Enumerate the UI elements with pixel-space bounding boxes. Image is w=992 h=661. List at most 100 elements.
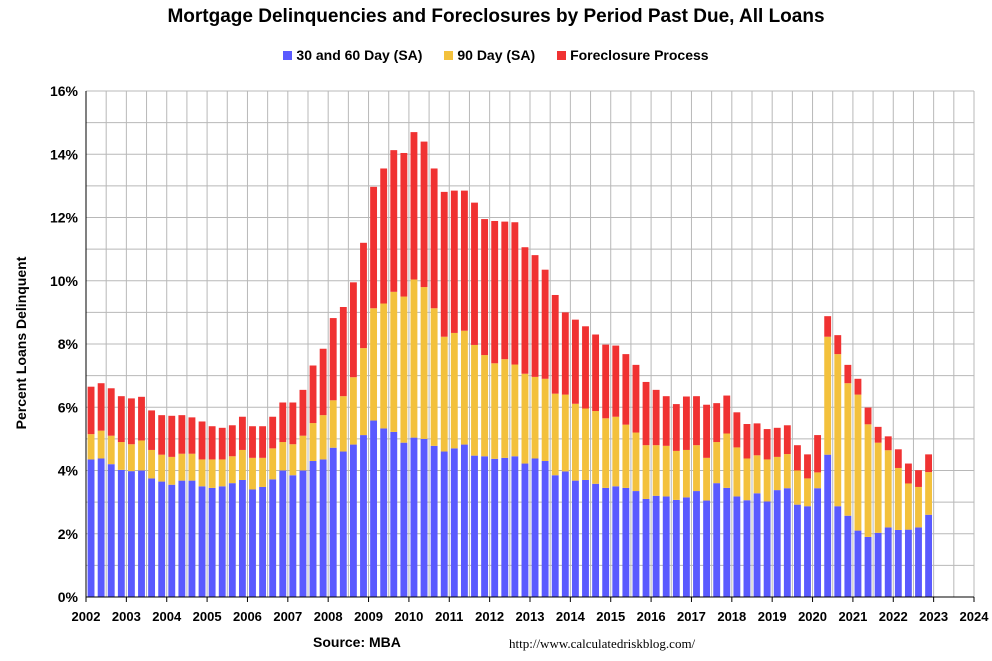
- bar-30-60-day: [531, 458, 539, 597]
- bar-90-day: [551, 393, 559, 476]
- bar-90-day: [844, 383, 852, 516]
- x-tick-label: 2005: [193, 609, 222, 624]
- bar-foreclosure: [450, 190, 458, 333]
- bar-foreclosure: [874, 426, 882, 443]
- bar-30-60-day: [894, 529, 902, 597]
- bar-foreclosure: [551, 294, 559, 394]
- bar-90-day: [925, 472, 933, 515]
- bar-30-60-day: [793, 504, 801, 597]
- bar-foreclosure: [733, 412, 741, 448]
- bar-foreclosure: [682, 396, 690, 450]
- x-tick-label: 2020: [798, 609, 827, 624]
- x-tick-label: 2014: [556, 609, 586, 624]
- bar-30-60-day: [541, 461, 549, 597]
- bar-30-60-day: [440, 451, 448, 597]
- bar-30-60-day: [854, 530, 862, 597]
- bar-foreclosure: [349, 282, 357, 378]
- bar-90-day: [511, 364, 519, 457]
- bar-90-day: [834, 354, 842, 507]
- bar-foreclosure: [289, 402, 297, 445]
- bar-30-60-day: [138, 470, 145, 597]
- y-tick-label: 0%: [58, 589, 79, 605]
- bar-30-60-day: [87, 459, 95, 597]
- bar-foreclosure: [773, 427, 781, 457]
- bar-90-day: [773, 456, 781, 491]
- x-tick-label: 2003: [112, 609, 141, 624]
- x-tick-label: 2017: [677, 609, 706, 624]
- bar-foreclosure: [87, 386, 95, 435]
- bar-90-day: [793, 470, 801, 505]
- bar-30-60-day: [713, 483, 721, 597]
- bar-90-day: [309, 423, 317, 462]
- bar-30-60-day: [925, 514, 933, 597]
- bar-90-day: [571, 403, 579, 481]
- bar-foreclosure: [319, 348, 327, 416]
- bar-foreclosure: [148, 410, 156, 450]
- bar-foreclosure: [894, 449, 902, 468]
- bar-30-60-day: [602, 487, 610, 597]
- bar-90-day: [289, 444, 297, 476]
- bar-foreclosure: [188, 417, 196, 454]
- bar-foreclosure: [904, 463, 912, 484]
- bar-30-60-day: [521, 463, 529, 597]
- bar-30-60-day: [703, 500, 711, 597]
- bar-90-day: [582, 408, 589, 480]
- bar-90-day: [138, 440, 145, 471]
- bar-foreclosure: [390, 150, 398, 292]
- y-tick-label: 12%: [50, 210, 79, 226]
- bar-foreclosure: [793, 445, 801, 471]
- bar-90-day: [329, 400, 337, 448]
- bar-90-day: [339, 396, 347, 452]
- bar-foreclosure: [97, 383, 105, 431]
- bar-foreclosure: [127, 398, 135, 445]
- bar-90-day: [652, 445, 660, 496]
- bar-90-day: [682, 449, 690, 498]
- bar-90-day: [390, 291, 398, 432]
- bar-foreclosure: [238, 416, 246, 450]
- bar-foreclosure: [339, 306, 347, 397]
- bar-90-day: [400, 296, 408, 443]
- bar-90-day: [319, 415, 327, 460]
- bar-30-60-day: [360, 435, 367, 597]
- bar-90-day: [188, 453, 196, 481]
- bar-30-60-day: [773, 490, 781, 597]
- bar-90-day: [410, 279, 418, 438]
- bar-90-day: [814, 472, 822, 489]
- bar-90-day: [269, 448, 277, 480]
- bar-foreclosure: [582, 326, 589, 409]
- bar-30-60-day: [319, 459, 327, 597]
- bar-90-day: [602, 418, 610, 488]
- bar-30-60-day: [884, 527, 892, 597]
- y-tick-label: 6%: [58, 399, 79, 415]
- bar-foreclosure: [622, 354, 630, 425]
- bar-30-60-day: [904, 529, 912, 597]
- bar-90-day: [87, 434, 95, 460]
- bar-90-day: [117, 442, 125, 470]
- bar-90-day: [753, 455, 761, 494]
- y-tick-label: 14%: [50, 146, 79, 162]
- bar-30-60-day: [783, 488, 791, 597]
- bar-90-day: [380, 303, 388, 429]
- bar-foreclosure: [834, 335, 842, 355]
- bar-foreclosure: [158, 415, 166, 455]
- x-tick-label: 2010: [394, 609, 423, 624]
- bar-90-day: [127, 444, 135, 472]
- x-tick-label: 2021: [838, 609, 867, 624]
- bar-foreclosure: [703, 404, 711, 458]
- bar-90-day: [854, 394, 862, 531]
- x-tick-label: 2004: [152, 609, 182, 624]
- bar-foreclosure: [612, 345, 620, 417]
- x-tick-label: 2023: [919, 609, 948, 624]
- bar-30-60-day: [198, 486, 206, 597]
- x-tick-label: 2022: [879, 609, 908, 624]
- legend-swatch-30-60-day: [283, 51, 293, 60]
- bar-30-60-day: [723, 487, 731, 597]
- bar-90-day: [501, 359, 509, 458]
- bar-30-60-day: [622, 487, 630, 597]
- x-tick-label: 2009: [354, 609, 383, 624]
- bar-90-day: [360, 348, 367, 436]
- bar-30-60-day: [410, 437, 418, 597]
- bar-30-60-day: [178, 480, 186, 597]
- bar-foreclosure: [925, 454, 933, 473]
- bar-90-day: [370, 308, 378, 421]
